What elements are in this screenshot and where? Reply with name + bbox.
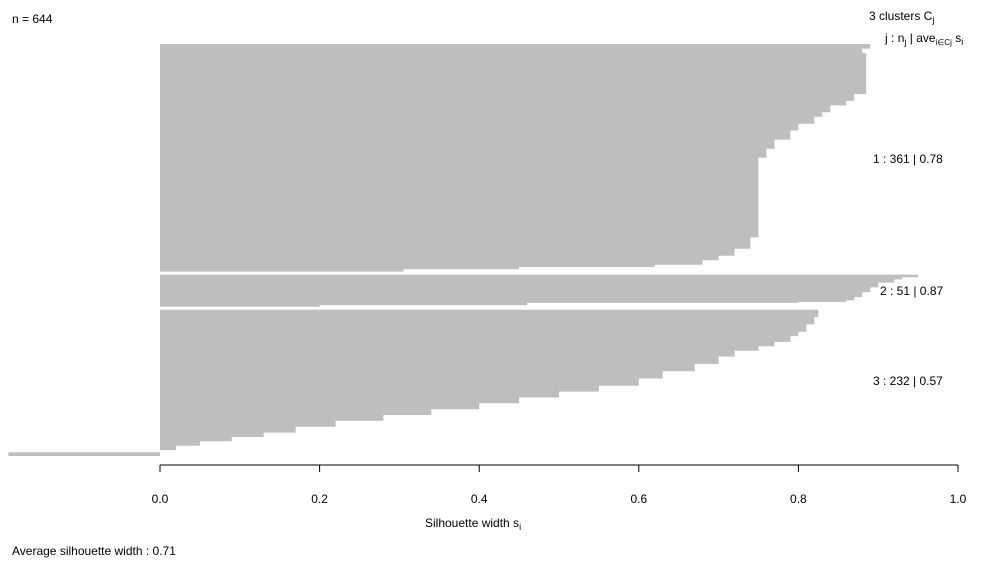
- x-axis-label-sub: i: [519, 522, 522, 532]
- x-tick-label: 0.4: [471, 492, 488, 506]
- x-axis: 0.0 0.2 0.4 0.6 0.8 1.0: [152, 464, 967, 506]
- x-axis-label: Silhouette width si: [425, 516, 521, 534]
- cluster-2-bars: [160, 274, 927, 307]
- legend-title-sub: j: [932, 15, 935, 25]
- average-silhouette-label: Average silhouette width : 0.71: [12, 544, 176, 558]
- cluster-3-label: 3 : 232 | 0.57: [873, 374, 943, 388]
- legend-header-j: j :: [885, 31, 895, 45]
- x-tick-label: 1.0: [950, 492, 967, 506]
- legend-header-n: n: [897, 31, 905, 45]
- cluster-1-label: 1 : 361 | 0.78: [873, 152, 943, 166]
- n-label: n = 644: [12, 12, 53, 26]
- x-tick-label: 0.2: [311, 492, 328, 506]
- legend-header-s-sub: i: [961, 37, 964, 47]
- x-tick-label: 0.6: [630, 492, 647, 506]
- cluster-3-bars: [8, 309, 823, 456]
- cluster-2-label: 2 : 51 | 0.87: [880, 284, 944, 298]
- legend-title-text: 3 clusters C: [869, 9, 933, 23]
- x-tick-label: 0.8: [790, 492, 807, 506]
- legend-header-sep: |: [909, 31, 913, 45]
- legend-title: 3 clusters Cj: [869, 9, 934, 27]
- legend-header-ave-sub: i∈Cj: [935, 38, 952, 47]
- x-tick-label: 0.0: [152, 492, 169, 506]
- legend-header: j : nj | avei∈Cj si: [885, 31, 963, 50]
- silhouette-bars: [8, 44, 927, 456]
- legend-header-s: s: [955, 31, 962, 45]
- x-axis-label-text: Silhouette width s: [425, 516, 520, 530]
- cluster-1-bars: [160, 44, 879, 272]
- legend-header-n-sub: j: [904, 37, 907, 47]
- legend-header-ave: ave: [916, 31, 936, 45]
